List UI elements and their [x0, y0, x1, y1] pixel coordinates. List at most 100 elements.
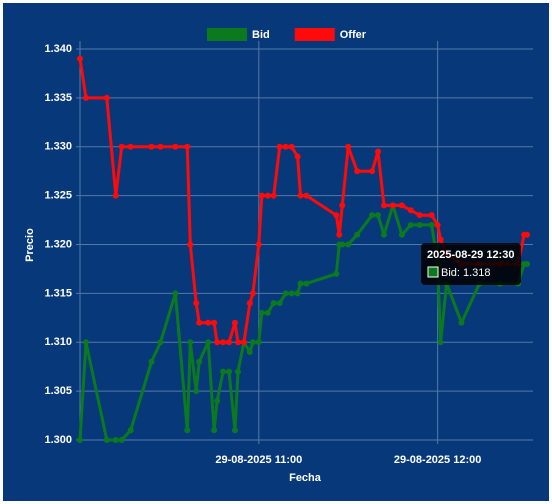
data-point — [127, 143, 134, 150]
data-point — [148, 358, 155, 365]
data-point — [288, 290, 295, 297]
y-axis-title: Precio — [24, 228, 36, 262]
data-point — [333, 270, 340, 277]
legend-item[interactable]: Bid — [207, 28, 270, 41]
data-point — [276, 300, 283, 307]
data-point — [196, 319, 203, 326]
y-tick-label: 1.325 — [44, 190, 72, 202]
data-point — [240, 339, 247, 346]
data-point — [437, 339, 444, 346]
data-point — [375, 212, 382, 219]
data-point — [288, 143, 295, 150]
data-point — [246, 300, 253, 307]
data-point — [184, 427, 191, 434]
data-point — [339, 202, 346, 209]
data-point — [369, 168, 376, 175]
data-point — [231, 427, 238, 434]
data-point — [258, 309, 265, 316]
data-point — [458, 319, 465, 326]
data-point — [303, 280, 310, 287]
data-point — [205, 339, 212, 346]
data-point — [172, 290, 179, 297]
series-0 — [77, 202, 531, 443]
data-point — [282, 290, 289, 297]
data-point — [214, 339, 221, 346]
data-point — [193, 300, 200, 307]
x-axis-title: Fecha — [289, 472, 322, 484]
data-point — [434, 221, 441, 228]
data-point — [398, 231, 405, 238]
data-point — [77, 55, 83, 62]
data-point — [375, 148, 382, 155]
data-point — [416, 221, 423, 228]
y-tick-label: 1.320 — [44, 238, 72, 250]
data-point — [524, 261, 531, 268]
data-point — [187, 339, 194, 346]
data-point — [369, 212, 376, 219]
data-point — [380, 202, 387, 209]
legend-swatch[interactable] — [294, 28, 335, 41]
data-point — [258, 192, 265, 199]
data-point — [246, 349, 253, 356]
data-point — [428, 212, 435, 219]
data-point — [82, 94, 89, 101]
data-point — [148, 143, 155, 150]
tooltip-title: 2025-08-29 12:30 — [427, 249, 514, 261]
data-point — [336, 231, 343, 238]
data-point — [184, 143, 191, 150]
data-point — [157, 339, 164, 346]
legend-label[interactable]: Bid — [252, 29, 270, 41]
tooltip-box — [421, 243, 521, 285]
tooltip-swatch — [427, 266, 439, 278]
data-point — [234, 339, 241, 346]
y-tick-label: 1.300 — [44, 434, 72, 446]
data-point — [524, 231, 531, 238]
data-point — [231, 319, 238, 326]
data-point — [226, 368, 233, 375]
data-point — [389, 202, 396, 209]
data-point — [407, 207, 414, 214]
x-tick-label: 29-08-2025 12:00 — [394, 454, 481, 466]
data-point — [333, 212, 340, 219]
data-point — [437, 236, 444, 243]
data-point — [112, 192, 119, 199]
y-tick-label: 1.340 — [44, 43, 72, 55]
data-point — [220, 339, 227, 346]
data-point — [196, 358, 203, 365]
data-point — [294, 153, 301, 160]
legend-label[interactable]: Offer — [340, 29, 367, 41]
data-point — [118, 437, 125, 443]
tooltip-label: Bid: 1.318 — [441, 267, 491, 279]
data-point — [193, 388, 200, 395]
legend-swatch[interactable] — [207, 28, 247, 41]
data-point — [234, 368, 241, 375]
data-point — [214, 397, 221, 404]
data-point — [112, 437, 119, 443]
data-point — [187, 241, 194, 248]
data-point — [264, 192, 271, 199]
data-point — [416, 212, 423, 219]
y-tick-label: 1.305 — [44, 385, 72, 397]
y-tick-label: 1.315 — [44, 287, 72, 299]
x-tick-label: 29-08-2025 11:00 — [215, 454, 302, 466]
data-point — [270, 192, 277, 199]
y-tick-label: 1.310 — [44, 336, 72, 348]
data-point — [354, 231, 361, 238]
data-point — [380, 231, 387, 238]
data-point — [82, 339, 89, 346]
data-point — [407, 221, 414, 228]
legend-item[interactable]: Offer — [294, 28, 367, 41]
data-point — [303, 192, 310, 199]
data-point — [127, 427, 134, 434]
data-point — [428, 221, 435, 228]
data-point — [118, 143, 125, 150]
data-point — [276, 143, 283, 150]
data-point — [345, 241, 352, 248]
data-point — [103, 94, 110, 101]
data-point — [297, 192, 304, 199]
data-point — [220, 368, 227, 375]
data-point — [103, 437, 110, 443]
data-point — [345, 143, 352, 150]
